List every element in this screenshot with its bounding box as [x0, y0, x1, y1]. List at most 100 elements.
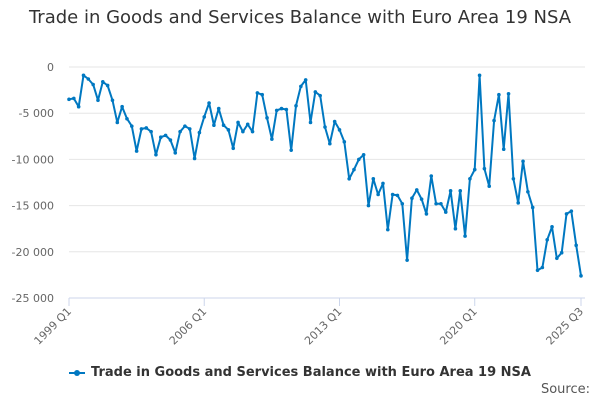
- data-point: [101, 79, 105, 84]
- data-point: [279, 106, 284, 111]
- data-point: [376, 192, 380, 197]
- data-point: [385, 227, 390, 232]
- data-point: [550, 225, 554, 229]
- data-point: [96, 98, 100, 103]
- data-point: [366, 203, 371, 208]
- data-point: [555, 256, 559, 261]
- data-point: [371, 177, 376, 181]
- data-point: [110, 98, 115, 103]
- data-point: [163, 133, 168, 138]
- y-tick-label: -5 000: [19, 107, 54, 120]
- data-point: [308, 120, 313, 125]
- data-point: [260, 92, 265, 97]
- data-point: [492, 118, 496, 123]
- data-point: [313, 90, 318, 94]
- data-point: [574, 243, 578, 248]
- data-point: [289, 148, 293, 152]
- data-point: [86, 77, 91, 81]
- data-point: [521, 159, 525, 164]
- data-point: [535, 268, 540, 273]
- data-point: [361, 152, 366, 157]
- x-tick-label: 2006 Q1: [167, 305, 210, 348]
- x-tick-label: 1999 Q1: [32, 305, 75, 348]
- data-point: [216, 106, 221, 111]
- gridlines: [69, 66, 585, 299]
- data-point: [429, 174, 434, 178]
- data-point: [139, 127, 144, 131]
- data-point: [221, 123, 226, 128]
- data-point: [245, 122, 250, 127]
- data-point: [212, 123, 216, 128]
- data-point: [424, 212, 429, 216]
- data-point: [294, 104, 298, 108]
- data-point: [352, 167, 356, 172]
- data-point: [569, 209, 574, 213]
- legend-label: Trade in Goods and Services Balance with…: [91, 365, 531, 380]
- data-point: [332, 119, 337, 124]
- data-point: [318, 93, 322, 98]
- y-axis: 0 -5 000 -10 000 -15 000 -20 000 -25 000: [12, 61, 54, 305]
- data-point: [579, 274, 583, 278]
- series-line: [68, 74, 582, 276]
- data-point: [506, 91, 511, 96]
- data-point: [448, 189, 453, 193]
- plot-area: [67, 73, 583, 278]
- data-point: [207, 101, 211, 105]
- data-point: [472, 167, 477, 172]
- data-point: [67, 97, 71, 102]
- data-point: [76, 104, 81, 109]
- data-point: [158, 135, 163, 140]
- data-point: [463, 234, 467, 238]
- data-point: [530, 205, 535, 210]
- data-point: [173, 151, 178, 155]
- data-point: [540, 265, 545, 270]
- data-point: [434, 201, 438, 206]
- legend[interactable]: Trade in Goods and Services Balance with…: [0, 365, 600, 380]
- y-tick-label: -20 000: [12, 246, 54, 259]
- data-point: [381, 181, 385, 186]
- data-point: [187, 127, 192, 131]
- data-point: [410, 196, 414, 201]
- data-point: [154, 152, 158, 157]
- data-point: [419, 197, 424, 201]
- data-point: [323, 125, 327, 129]
- data-point: [255, 91, 260, 95]
- y-tick-label: 0: [47, 61, 54, 74]
- data-point: [226, 128, 231, 132]
- legend-swatch: [69, 369, 86, 376]
- data-point: [274, 108, 279, 113]
- data-point: [458, 189, 463, 193]
- data-point: [241, 129, 245, 134]
- data-point: [439, 201, 443, 206]
- data-point: [250, 129, 255, 134]
- data-point: [231, 146, 236, 151]
- data-point: [91, 82, 95, 87]
- data-point: [105, 83, 110, 88]
- data-point: [395, 193, 400, 198]
- data-point: [342, 140, 347, 144]
- data-point: [81, 73, 86, 78]
- data-point: [545, 237, 549, 242]
- x-tick-label: 2025 Q3: [544, 305, 587, 348]
- data-point: [134, 149, 139, 153]
- y-tick-label: -25 000: [12, 292, 54, 305]
- data-point: [526, 189, 530, 194]
- y-tick-label: -15 000: [12, 200, 54, 213]
- data-point: [284, 107, 289, 112]
- data-point: [414, 188, 419, 192]
- data-point: [265, 116, 269, 120]
- data-point: [270, 137, 274, 141]
- data-point: [511, 177, 516, 181]
- data-point: [125, 116, 129, 121]
- data-point: [453, 226, 458, 231]
- data-point: [400, 201, 405, 206]
- data-point: [347, 177, 351, 181]
- data-point: [197, 130, 202, 135]
- data-point: [192, 156, 197, 161]
- data-point: [501, 147, 506, 152]
- data-point: [144, 126, 149, 130]
- data-point: [303, 78, 308, 82]
- data-point: [564, 212, 569, 216]
- data-point: [477, 73, 482, 78]
